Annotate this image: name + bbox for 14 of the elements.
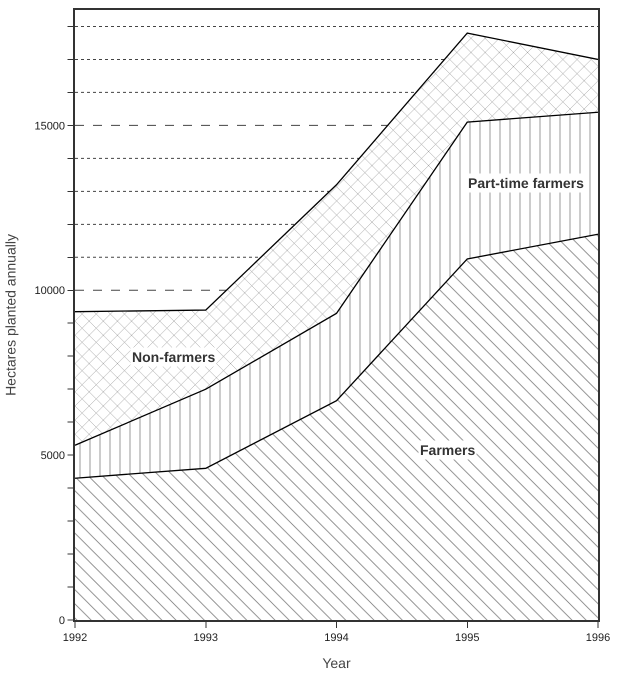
y-tick-label: 15000 bbox=[34, 120, 66, 132]
series-label: Farmers bbox=[420, 442, 476, 458]
y-tick-label: 10000 bbox=[34, 285, 66, 298]
x-tick-label: 1994 bbox=[324, 632, 349, 644]
x-tick-label: 1995 bbox=[455, 632, 480, 644]
x-axis-title: Year bbox=[322, 654, 351, 671]
y-tick-label: 0 bbox=[58, 614, 66, 627]
x-tick-label: 1996 bbox=[586, 632, 610, 644]
series-label: Part-time farmers bbox=[468, 175, 584, 191]
y-tick-label: 5000 bbox=[40, 450, 66, 462]
x-tick-label: 1993 bbox=[194, 632, 218, 644]
y-axis-title: Hectares planted annually bbox=[2, 234, 19, 396]
x-tick-label: 1992 bbox=[62, 632, 88, 644]
series-label: Non-farmers bbox=[132, 349, 216, 365]
